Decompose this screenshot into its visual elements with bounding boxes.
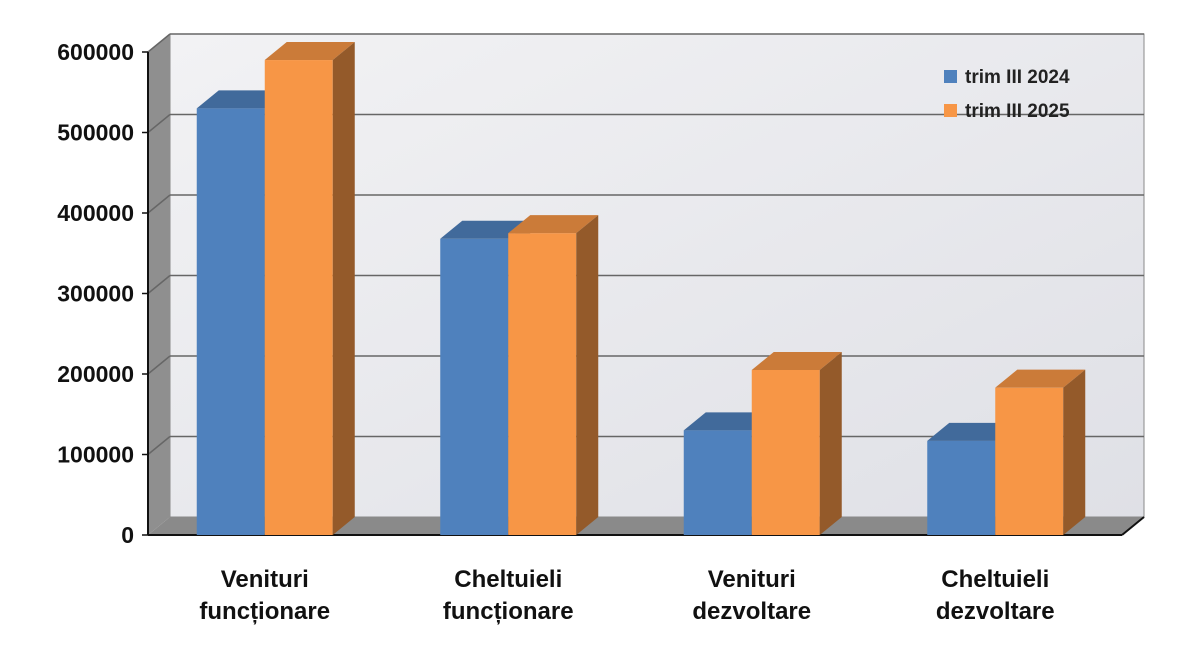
x-category-label: funcționare	[443, 598, 574, 625]
gridline-side	[147, 194, 171, 214]
y-tick-label: 600000	[57, 39, 134, 65]
x-category-label: Venituri	[221, 566, 309, 593]
bar-top	[264, 42, 355, 61]
y-tick-label: 200000	[57, 361, 134, 387]
x-category-label: dezvoltare	[936, 598, 1055, 625]
y-tick-label: 100000	[57, 442, 134, 468]
bar-side	[1063, 369, 1086, 535]
y-axis-ticks: 0 100000 200000 300000 400000 500000 600000	[57, 39, 149, 548]
bar-side	[332, 42, 355, 536]
bar-front	[751, 369, 820, 535]
bar-side	[819, 351, 842, 535]
bar-trim-iii-2025-1	[508, 215, 599, 535]
floor	[148, 517, 1144, 535]
bar-trim-iii-2025-0	[264, 42, 355, 536]
bar-trim-iii-2025-2	[751, 351, 842, 535]
bar-top	[995, 369, 1086, 388]
gridline-side	[147, 274, 171, 295]
bar-front	[508, 233, 577, 535]
legend: trim III 2024 trim III 2025	[944, 67, 1070, 122]
x-category-label: Venituri	[708, 566, 796, 593]
legend-label: trim III 2024	[965, 67, 1070, 88]
bar-top	[440, 220, 531, 239]
legend-item: trim III 2025	[944, 101, 1070, 122]
gridline-side	[147, 355, 171, 375]
bar-front	[995, 387, 1064, 535]
y-tick-label: 500000	[57, 120, 134, 146]
bar-top	[683, 412, 774, 431]
bar-top	[196, 90, 287, 109]
x-category-label: dezvoltare	[692, 598, 811, 625]
bar-trim-iii-2025-3	[995, 369, 1086, 535]
x-category-label: Cheltuieli	[941, 566, 1049, 593]
bars	[196, 42, 1086, 536]
gridline-side	[147, 113, 171, 134]
legend-swatch	[944, 70, 957, 83]
bar-front	[683, 430, 752, 535]
legend-label: trim III 2025	[965, 101, 1070, 122]
x-category-label: Cheltuieli	[454, 566, 562, 593]
bar-top	[927, 422, 1018, 441]
gridline-side	[147, 435, 171, 456]
x-axis-labels: Venituri funcționare Cheltuieli funcționare…	[199, 566, 1054, 625]
bar-front	[196, 108, 265, 535]
y-tick-label: 300000	[57, 281, 134, 307]
legend-swatch	[944, 104, 957, 117]
y-tick-label: 0	[121, 522, 134, 548]
x-axis-depth-line	[1121, 516, 1145, 536]
bar-front	[927, 440, 996, 535]
legend-item: trim III 2024	[944, 67, 1070, 88]
bar-side	[576, 215, 599, 535]
bar-front	[440, 238, 509, 535]
bar-top	[508, 215, 599, 234]
x-category-label: funcționare	[199, 598, 330, 625]
gridline-side	[147, 33, 171, 53]
bar-front	[264, 60, 333, 536]
bar-top	[751, 351, 842, 370]
y-tick-label: 400000	[57, 200, 134, 226]
